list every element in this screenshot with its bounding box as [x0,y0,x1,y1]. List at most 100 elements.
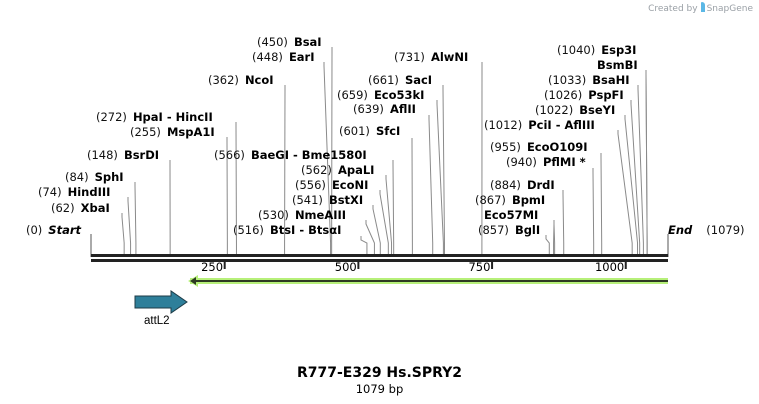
site-connector-line [442,85,445,255]
site-connector-line [372,205,381,255]
site-name: XbaI [80,201,110,215]
backbone-top-strand [91,254,668,257]
restriction-site-label[interactable]: (556) EcoNI [295,178,368,192]
site-position: (661) [368,73,399,87]
restriction-site-label[interactable]: (601) SfcI [339,124,400,138]
map-title: R777-E329 Hs.SPRY2 [296,365,463,381]
site-connector-line [428,115,434,255]
restriction-site-label[interactable]: (448) EarI [252,50,315,64]
restriction-site-label[interactable]: (530) NmeAIII [258,208,346,222]
site-position: (362) [208,73,239,87]
site-position: (955) [490,140,521,154]
site-name: NmeAIII [294,208,347,222]
site-position: (562) [301,163,332,177]
site-connector-line [545,235,550,255]
site-name: BtsI - BtsαI [269,223,342,237]
site-position: (659) [337,88,368,102]
site-connector-line [385,175,393,255]
restriction-site-label[interactable]: (940) PflMI * [506,155,586,169]
site-name: BsaHI [592,73,630,87]
site-name: PspFI [588,88,624,102]
restriction-site-label[interactable]: (74) HindIII [38,185,110,199]
restriction-site-label[interactable]: (516) BtsI - BtsαI [233,223,341,237]
site-name: Esp3I [601,43,637,57]
site-name: ApaLI [337,163,375,177]
restriction-site-label[interactable]: (362) NcoI [208,73,274,87]
restriction-site-label[interactable]: (255) MspA1I [130,125,215,139]
watermark: Created by SnapGene [648,2,753,14]
restriction-site-label[interactable]: (1012) PciI - AflIII [484,118,595,132]
site-position: (556) [295,178,326,192]
site-position: (450) [257,35,288,49]
tick-mark [223,262,226,269]
site-position: (867) [475,193,506,207]
restriction-site-label[interactable]: (857) BglI [478,223,540,237]
site-connector-line [624,115,639,255]
restriction-site-label[interactable]: (661) SacI [368,73,432,87]
site-name: BstXI [328,193,364,207]
site-position: (566) [214,148,245,162]
restriction-site-label[interactable]: (731) AlwNI [394,50,468,64]
site-position: (1033) [548,73,587,87]
site-connector-line [379,190,389,255]
restriction-site-label[interactable]: (566) BaeGI - Bme1580I [214,148,367,162]
feature-label-attl2[interactable]: attL2 [144,315,170,327]
site-position: (1040) [557,43,596,57]
restriction-site-label[interactable]: (450) BsaI [257,35,322,49]
restriction-site-label[interactable]: (955) EcoO109I [490,140,588,154]
restriction-site-label[interactable]: (884) DrdI [490,178,555,192]
site-connector-line [134,182,137,255]
site-name: BseYI [579,103,616,117]
site-name: BsmBI [597,58,638,72]
end-label: End (1079) [668,223,745,237]
restriction-site-label[interactable]: (1026) PspFI [544,88,624,102]
site-connector-line [562,190,565,255]
watermark-brand: SnapGene [706,4,753,14]
tick-mark [624,262,627,269]
site-position: (1026) [544,88,583,102]
feature-arrow-attl2[interactable] [134,290,188,314]
map-length: 1079 bp [355,382,404,396]
site-name: NcoI [244,73,274,87]
site-name: BglI [514,223,541,237]
restriction-site-label[interactable]: (639) AflII [353,102,416,116]
tick-label: 1000 [594,260,625,274]
restriction-site-label[interactable]: (867) BpmI [475,193,545,207]
site-name: PciI - AflIII [528,118,595,132]
restriction-site-label[interactable]: Eco57MI [484,208,538,222]
site-name: BsaI [293,35,322,49]
site-position: (639) [353,102,384,116]
site-name: SacI [404,73,433,87]
restriction-site-label[interactable]: (1040) Esp3I [557,43,636,57]
restriction-site-label[interactable]: (541) BstXI [292,193,363,207]
site-name: HindIII [67,185,111,199]
site-name: PflMI * [542,155,586,169]
site-position: (1012) [484,118,523,132]
site-position: (884) [490,178,521,192]
start-label[interactable]: (0) Start [26,223,81,237]
site-position: (601) [339,124,370,138]
site-connector-line [436,100,444,255]
site-position: (940) [506,155,537,169]
site-connector-line [127,197,132,255]
restriction-site-label[interactable]: (148) BsrDI [87,148,159,162]
restriction-site-label[interactable]: (1033) BsaHI [548,73,630,87]
arrow-left-icon [190,277,196,285]
restriction-site-label[interactable]: BsmBI [597,58,638,72]
restriction-site-label[interactable]: (1022) BseYI [535,103,615,117]
site-connector-line [645,70,648,255]
restriction-site-label[interactable]: (659) Eco53kI [337,88,424,102]
site-position: (0) [26,223,43,237]
restriction-site-label[interactable]: (62) XbaI [51,201,110,215]
restriction-site-label[interactable]: (562) ApaLI [301,163,374,177]
site-position: (84) [65,170,89,184]
restriction-site-label[interactable]: (272) HpaI - HincII [96,110,213,124]
site-connector-line [617,130,633,255]
site-name: SphI [94,170,124,184]
tick-label: 250 [201,260,224,274]
site-name: BpmI [511,193,546,207]
restriction-site-label[interactable]: (84) SphI [65,170,124,184]
site-position: (74) [38,185,62,199]
end-name: End [668,223,693,237]
backbone-bottom-strand [91,259,668,262]
